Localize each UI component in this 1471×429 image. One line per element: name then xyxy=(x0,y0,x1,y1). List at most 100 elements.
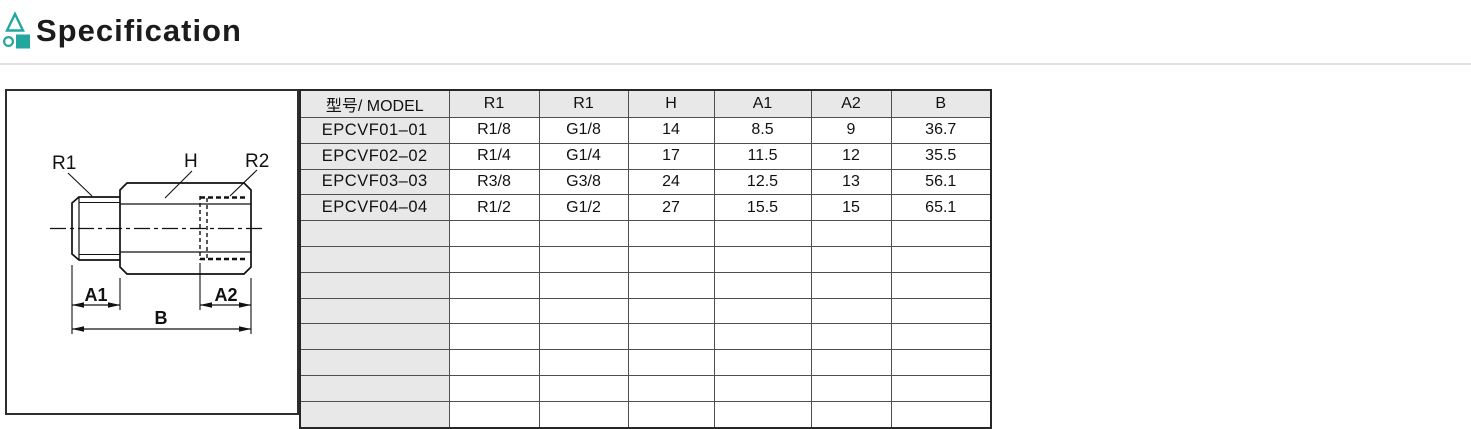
empty-cell xyxy=(810,245,892,273)
empty-cell xyxy=(890,374,992,402)
empty-cell xyxy=(448,297,540,325)
col-header-a2: A2 xyxy=(810,89,892,118)
technical-drawing-box: R1 H R2 A1 A2 B xyxy=(5,89,299,415)
empty-cell xyxy=(448,349,540,376)
empty-cell xyxy=(713,220,812,247)
table-row: EPCVF04–04 R1/2 G1/2 27 15.5 15 65.1 xyxy=(299,194,992,222)
cell: 13 xyxy=(810,168,892,196)
label-a2: A2 xyxy=(214,285,237,305)
empty-table-row xyxy=(299,374,992,402)
cell: 14 xyxy=(627,117,715,144)
empty-table-row xyxy=(299,297,992,325)
spec-table: 型号/ MODEL R1 R1 H A1 A2 B EPCVF01–01 R1/… xyxy=(299,89,992,429)
empty-model-cell xyxy=(299,271,450,299)
empty-cell xyxy=(713,400,812,429)
triangle-icon xyxy=(5,11,25,32)
empty-table-row xyxy=(299,400,992,429)
empty-model-cell xyxy=(299,374,450,402)
empty-cell xyxy=(810,297,892,325)
empty-model-cell xyxy=(299,400,450,429)
empty-cell xyxy=(627,400,715,429)
cell: 27 xyxy=(627,194,715,222)
empty-cell xyxy=(538,245,629,273)
model-cell: EPCVF03–03 xyxy=(299,168,450,196)
empty-cell xyxy=(890,220,992,247)
cell: R3/8 xyxy=(448,168,540,196)
empty-cell xyxy=(713,349,812,376)
empty-cell xyxy=(627,220,715,247)
label-r2: R2 xyxy=(245,151,269,172)
label-b: B xyxy=(155,308,168,328)
cell: 15 xyxy=(810,194,892,222)
empty-cell xyxy=(713,374,812,402)
col-header-model: 型号/ MODEL xyxy=(299,89,450,118)
label-h: H xyxy=(184,151,198,172)
circle-icon xyxy=(3,36,14,47)
cell: 11.5 xyxy=(713,142,812,170)
cell: 24 xyxy=(627,168,715,196)
empty-cell xyxy=(448,400,540,429)
empty-cell xyxy=(538,349,629,376)
empty-cell xyxy=(810,323,892,351)
cell: 17 xyxy=(627,142,715,170)
empty-table-row xyxy=(299,245,992,273)
table-row: EPCVF01–01 R1/8 G1/8 14 8.5 9 36.7 xyxy=(299,117,992,144)
empty-cell xyxy=(810,374,892,402)
empty-cell xyxy=(448,220,540,247)
table-row: EPCVF03–03 R3/8 G3/8 24 12.5 13 56.1 xyxy=(299,168,992,196)
cell: 65.1 xyxy=(890,194,992,222)
empty-cell xyxy=(448,245,540,273)
empty-cell xyxy=(538,297,629,325)
leader-lines xyxy=(67,169,258,199)
model-cell: EPCVF01–01 xyxy=(299,117,450,144)
empty-cell xyxy=(627,297,715,325)
empty-cell xyxy=(810,271,892,299)
empty-cell xyxy=(890,349,992,376)
empty-cell xyxy=(890,323,992,351)
empty-cell xyxy=(627,323,715,351)
empty-cell xyxy=(538,374,629,402)
dimension-a2 xyxy=(200,302,251,308)
empty-cell xyxy=(627,271,715,299)
table-row: EPCVF02–02 R1/4 G1/4 17 11.5 12 35.5 xyxy=(299,142,992,170)
cell: 12 xyxy=(810,142,892,170)
empty-cell xyxy=(448,271,540,299)
dimension-a1 xyxy=(72,302,120,308)
cell: 56.1 xyxy=(890,168,992,196)
cell: G1/8 xyxy=(538,117,629,144)
empty-cell xyxy=(713,271,812,299)
empty-cell xyxy=(538,220,629,247)
empty-cell xyxy=(810,400,892,429)
empty-cell xyxy=(810,220,892,247)
empty-cell xyxy=(890,400,992,429)
col-header-h: H xyxy=(627,89,715,118)
empty-cell xyxy=(538,323,629,351)
empty-cell xyxy=(713,323,812,351)
cell: R1/2 xyxy=(448,194,540,222)
cell: G1/2 xyxy=(538,194,629,222)
empty-cell xyxy=(627,245,715,273)
empty-cell xyxy=(538,271,629,299)
empty-model-cell xyxy=(299,349,450,376)
cell: G1/4 xyxy=(538,142,629,170)
model-cell: EPCVF04–04 xyxy=(299,194,450,222)
cell: 9 xyxy=(810,117,892,144)
model-cell: EPCVF02–02 xyxy=(299,142,450,170)
page-title: Specification xyxy=(36,13,242,48)
cell: G3/8 xyxy=(538,168,629,196)
empty-table-row xyxy=(299,323,992,351)
cell: R1/8 xyxy=(448,117,540,144)
hex-body xyxy=(119,182,252,275)
col-header-r1g: R1 xyxy=(538,89,629,118)
empty-table-row xyxy=(299,220,992,247)
empty-cell xyxy=(810,349,892,376)
empty-cell xyxy=(448,374,540,402)
empty-table-row xyxy=(299,349,992,376)
label-a1: A1 xyxy=(84,285,107,305)
empty-cell xyxy=(627,374,715,402)
empty-cell xyxy=(890,245,992,273)
empty-model-cell xyxy=(299,297,450,325)
cell: 15.5 xyxy=(713,194,812,222)
empty-table-row xyxy=(299,271,992,299)
cell: 36.7 xyxy=(890,117,992,144)
